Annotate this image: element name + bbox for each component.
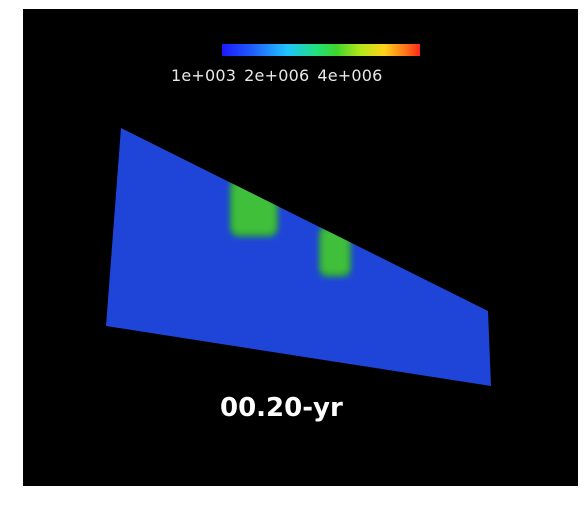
colorbar-tick-mid: 2e+006 [244,66,310,85]
colorbar-gradient [222,44,420,56]
colorbar-tick-labels: 1e+003 2e+006 4e+006 [171,66,471,85]
colorbar-tick-min: 1e+003 [171,66,237,85]
model-slab [106,128,491,386]
colorbar-tick-max: 4e+006 [317,66,383,85]
render-viewport: 1e+003 2e+006 4e+006 00.20-yr [23,9,578,486]
field-plot [106,128,491,386]
time-label: 00.20-yr [220,393,343,423]
